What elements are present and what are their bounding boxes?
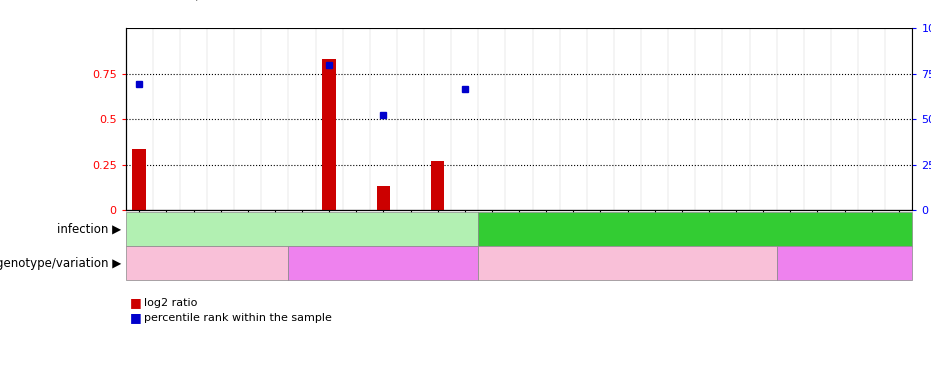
Bar: [377, 186, 390, 210]
Text: ■: ■: [130, 311, 142, 324]
Text: percentile rank within the sample: percentile rank within the sample: [144, 313, 332, 322]
Text: C3 knockout: C3 knockout: [806, 257, 884, 270]
Text: wild type: wild type: [179, 257, 236, 270]
Text: infection ▶: infection ▶: [57, 222, 121, 235]
Text: log2 ratio: log2 ratio: [144, 298, 197, 307]
Text: ■: ■: [130, 296, 142, 309]
Bar: [132, 149, 146, 210]
Text: C3 knockout: C3 knockout: [344, 257, 422, 270]
Text: wild type: wild type: [599, 257, 656, 270]
Text: genotype/variation ▶: genotype/variation ▶: [0, 257, 121, 270]
Text: mock: mock: [285, 222, 319, 235]
Bar: [431, 161, 444, 210]
Text: adenovirus vector: adenovirus vector: [639, 222, 752, 235]
Text: GDS1826 / M300003437: GDS1826 / M300003437: [126, 0, 295, 2]
Bar: [322, 59, 336, 210]
